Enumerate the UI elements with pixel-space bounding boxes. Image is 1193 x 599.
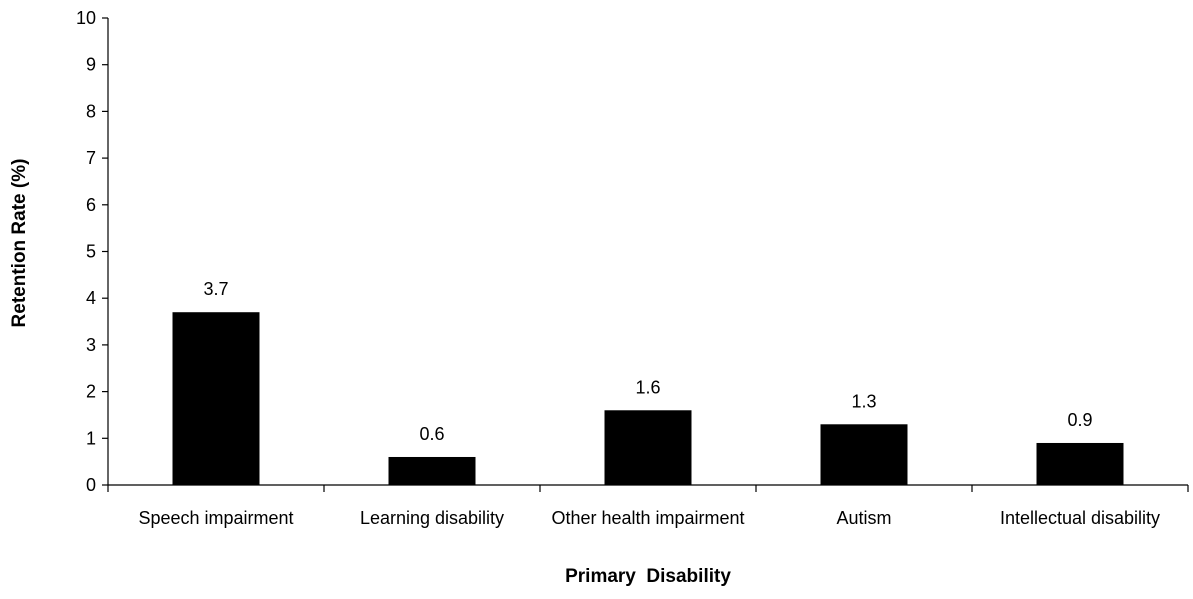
bar — [604, 410, 692, 485]
y-tick-label: 2 — [86, 382, 96, 402]
y-tick-label: 5 — [86, 242, 96, 262]
y-tick-label: 3 — [86, 335, 96, 355]
x-tick-label: Intellectual disability — [1000, 508, 1160, 528]
x-axis: Speech impairment Learning disability Othe… — [107, 484, 1189, 528]
bar — [388, 456, 476, 485]
y-tick-label: 9 — [86, 55, 96, 75]
y-tick-label: 0 — [86, 475, 96, 495]
bars — [172, 312, 1124, 485]
y-tick-label: 4 — [86, 288, 96, 308]
y-axis-title: Retention Rate (%) — [9, 159, 30, 328]
y-tick-label: 6 — [86, 195, 96, 215]
y-tick-label: 8 — [86, 101, 96, 121]
data-labels: 3.7 0.6 1.6 1.3 0.9 — [203, 279, 1092, 444]
y-axis: 0 1 2 3 4 5 6 7 8 9 10 — [76, 8, 109, 495]
data-label: 0.9 — [1067, 410, 1092, 430]
y-tick-label: 7 — [86, 148, 96, 168]
x-tick-label: Speech impairment — [138, 508, 293, 528]
data-label: 0.6 — [419, 424, 444, 444]
x-tick-label: Autism — [836, 508, 891, 528]
bar — [820, 424, 908, 485]
x-tick-label: Other health impairment — [551, 508, 744, 528]
bar — [1036, 442, 1124, 485]
data-label: 3.7 — [203, 279, 228, 299]
data-label: 1.3 — [851, 391, 876, 411]
y-tick-label: 1 — [86, 428, 96, 448]
data-label: 1.6 — [635, 377, 660, 397]
bar — [172, 312, 260, 485]
x-tick-label: Learning disability — [360, 508, 504, 528]
y-tick-label: 10 — [76, 8, 96, 28]
x-axis-title: Primary Disability — [565, 566, 731, 587]
